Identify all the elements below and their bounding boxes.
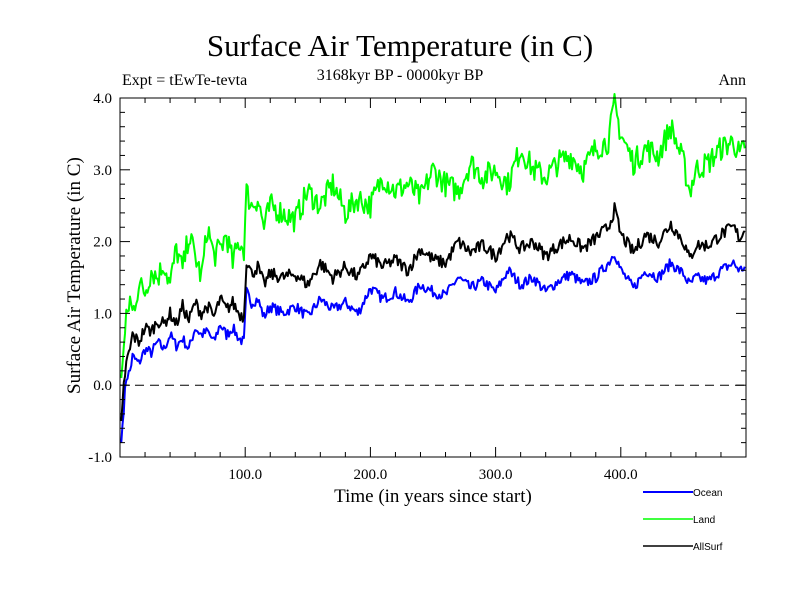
x-tick-label: 200.0 bbox=[354, 467, 388, 483]
series-line-ocean bbox=[120, 255, 746, 443]
legend-label-allsurf: AllSurf bbox=[693, 542, 723, 553]
y-tick-label: -1.0 bbox=[88, 450, 112, 466]
y-tick-label: 3.0 bbox=[93, 163, 112, 179]
chart-subtitle: 3168kyr BP - 0000kyr BP bbox=[316, 67, 484, 84]
y-tick-label: 0.0 bbox=[93, 378, 112, 394]
x-tick-label: 100.0 bbox=[228, 467, 262, 483]
legend-label-land: Land bbox=[693, 515, 715, 526]
x-tick-label: 400.0 bbox=[604, 467, 638, 483]
period-annotation: Ann bbox=[718, 72, 746, 89]
series-layer bbox=[120, 93, 746, 443]
y-tick-label: 1.0 bbox=[93, 306, 112, 322]
axes-layer: 100.0 200.0 300.0 400.0 -1.0 0.0 1.0 2.0 3.0 4.0 bbox=[88, 91, 747, 483]
legend: Ocean Land AllSurf bbox=[643, 488, 723, 553]
series-line-land bbox=[120, 93, 746, 379]
experiment-annotation: Expt = tEwTe-tevta bbox=[122, 72, 248, 89]
chart-title: Surface Air Temperature (in C) bbox=[206, 28, 594, 63]
y-tick-label: 4.0 bbox=[93, 91, 112, 107]
y-tick-label: 2.0 bbox=[93, 235, 112, 251]
legend-label-ocean: Ocean bbox=[693, 488, 722, 499]
plot-frame bbox=[119, 97, 747, 458]
x-axis-label: Time (in years since start) bbox=[334, 486, 532, 507]
x-tick-label: 300.0 bbox=[479, 467, 513, 483]
series-line-allsurf bbox=[120, 202, 746, 422]
